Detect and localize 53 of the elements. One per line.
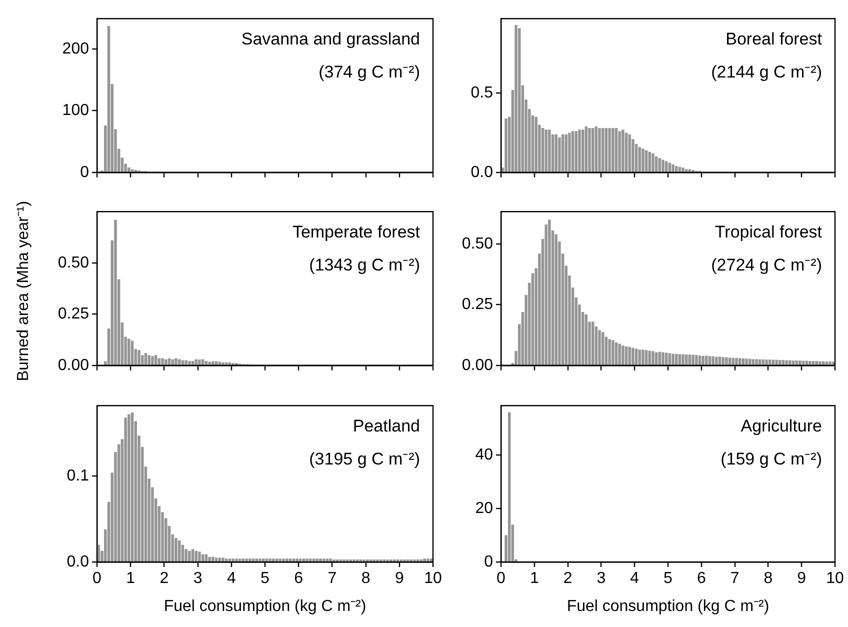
x-tick-label: 4 [630,570,640,588]
y-tick-label: 0 [484,553,494,570]
x-tick-label: 5 [260,570,270,588]
x-tick-label: 0 [496,570,506,588]
text: (159 g C m⁻²) [720,450,822,469]
y-tick-label: 0 [80,164,90,181]
x-tick-label: 1 [126,570,136,588]
x-tick-label: 9 [394,570,404,588]
x-tick-label: 0 [92,570,102,588]
x-tick-label: 10 [424,570,442,588]
y-tick-label: 200 [62,40,90,58]
x-tick-label: 6 [294,570,304,588]
x-tick-label: 7 [328,570,337,588]
text: (374 g C m⁻²) [318,62,420,82]
y-tick-label: 0.25 [58,306,90,323]
y-tick-label: 0.0 [66,553,90,570]
text: Tropical forest [714,222,822,242]
x-tick-label: 8 [764,570,773,588]
y-axis-title: Burned area (Mha year⁻¹) [14,200,34,381]
x-tick-label: 8 [361,570,370,588]
text: Savanna and grassland [241,30,420,49]
x-tick-label: 5 [664,570,673,588]
x-axis-title: Fuel consumption (kg C m⁻²) [566,598,770,615]
text: (2724 g C m⁻²) [711,256,822,275]
x-tick-label: 3 [596,570,606,588]
text: Peatland [352,416,420,436]
text: Boreal forest [726,30,822,49]
text: Agriculture [740,416,822,436]
y-tick-label: 0.50 [462,235,494,252]
y-tick-label: 0.25 [462,296,494,314]
text: (3195 g C m⁻²) [309,450,420,469]
y-tick-label: 0.5 [470,84,494,102]
x-tick-label: 2 [160,570,169,588]
x-tick-label: 10 [826,570,844,588]
x-tick-label: 7 [730,570,740,588]
y-tick-label: 100 [62,102,90,120]
y-tick-label: 0.0 [470,164,494,181]
y-tick-label: 20 [475,500,494,517]
x-tick-label: 9 [797,570,806,588]
text: (2144 g C m⁻²) [711,62,822,82]
x-axis-title: Fuel consumption (kg C m⁻²) [164,598,366,615]
x-tick-label: 1 [530,570,539,588]
y-tick-label: 0.00 [462,356,494,374]
x-tick-label: 4 [226,570,236,588]
y-tick-label: 0.50 [58,254,90,272]
y-tick-label: 0.00 [58,356,90,374]
x-tick-label: 3 [193,570,202,588]
text: (1343 g C m⁻²) [309,256,420,275]
y-tick-label: 40 [475,446,494,464]
x-tick-label: 2 [563,570,572,588]
x-tick-label: 6 [696,570,706,588]
y-tick-label: 0.1 [66,467,90,484]
text: Temperate forest [292,222,420,242]
